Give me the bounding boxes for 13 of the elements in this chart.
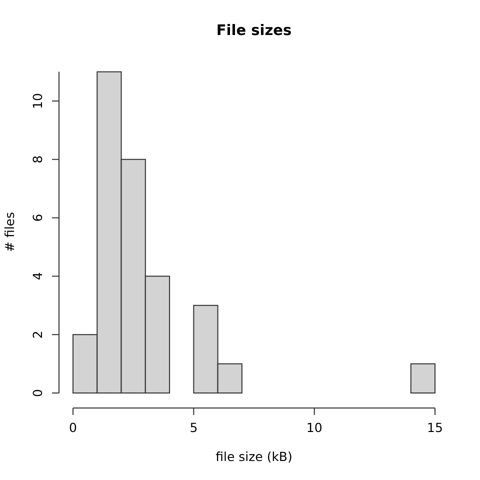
y-tick-label: 0 [30,388,45,397]
y-axis-title: # files [2,212,17,252]
x-tick-label: 15 [427,420,443,435]
chart-title: File sizes [216,23,292,39]
y-tick-label: 10 [30,93,45,109]
x-tick-label: 10 [306,420,322,435]
y-tick-label: 8 [30,155,45,164]
y-tick-label: 6 [30,214,45,222]
y-tick-label: 2 [30,330,45,339]
y-tick-label: 4 [30,272,45,280]
x-axis-title: file size (kB) [216,449,292,464]
x-tick-label: 5 [190,420,198,435]
x-tick-label: 0 [69,420,78,435]
